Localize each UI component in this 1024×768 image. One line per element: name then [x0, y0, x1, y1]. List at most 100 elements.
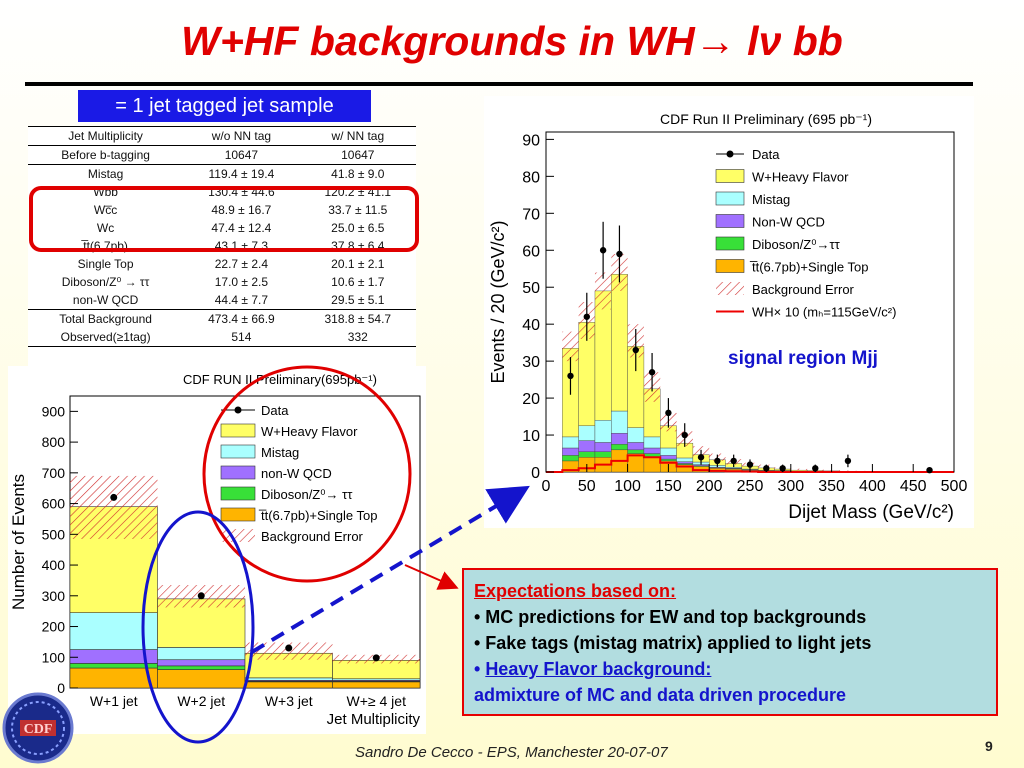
yield-table-panel: Jet Multiplicity w/o NN tag w/ NN tag Befor… — [28, 126, 416, 366]
x-tick-label: 450 — [900, 478, 927, 495]
data-point — [926, 466, 933, 474]
legend-swatch — [715, 169, 745, 183]
y-tick-label: 30 — [522, 354, 540, 371]
y-tick-label: 700 — [42, 465, 66, 481]
expectations-heading: Expectations based on: — [474, 581, 677, 601]
stack-bar-segment — [332, 681, 421, 689]
stack-bar-segment — [69, 667, 158, 689]
legend-label: WH× 10 (mₕ=115GeV/c²) — [752, 305, 896, 320]
x-tick-label: 400 — [859, 478, 886, 495]
data-point — [779, 465, 786, 472]
table-cell: 25.0 ± 6.5 — [331, 221, 385, 235]
table-cell: 119.4 ± 19.4 — [208, 167, 275, 181]
y-tick-label: 300 — [42, 588, 66, 604]
dijet-mass-chart: CDF Run II Preliminary (695 pb⁻¹) 0 10 20 30… — [484, 96, 974, 528]
x-tick-label: 200 — [696, 478, 723, 495]
y-axis-label: Events / 20 (GeV/c²) — [488, 220, 508, 383]
legend-label: W+Heavy Flavor — [261, 424, 358, 439]
table-cell: 29.5 ± 5.1 — [331, 293, 385, 307]
table-row: Single Top 22.7 ± 2.4 20.1 ± 2.1 — [28, 255, 416, 273]
y-tick-label: 10 — [522, 428, 540, 445]
data-point — [567, 372, 574, 380]
table-cell: 22.7 ± 2.4 — [214, 257, 269, 271]
legend-swatch — [715, 259, 745, 273]
data-point — [285, 644, 293, 652]
table-cell: Before b-tagging — [28, 145, 184, 165]
legend-swatch — [221, 529, 255, 542]
x-tick-label: W+3 jet — [265, 693, 313, 709]
table-row: Jet Multiplicity w/o NN tag w/ NN tag — [28, 126, 416, 146]
data-point — [844, 457, 852, 465]
legend-label: Non-W QCD — [752, 215, 825, 230]
table-cell: 473.4 ± 66.9 — [183, 309, 300, 328]
data-point — [648, 369, 656, 376]
expectation-item: • Fake tags (mistag matrix) applied to l… — [474, 633, 872, 653]
x-axis-label: Dijet Mass (GeV/c²) — [788, 502, 954, 523]
data-point — [714, 457, 721, 465]
legend-label: Data — [752, 147, 780, 162]
table-cell: 332 — [299, 328, 416, 347]
table-cell: Jet Multiplicity — [28, 126, 184, 146]
stack-bar-segment — [244, 681, 333, 689]
legend-swatch — [716, 282, 744, 295]
expectations-box: Expectations based on: • MC predictions … — [462, 568, 998, 716]
data-point — [110, 493, 118, 501]
stack-bar-segment — [676, 457, 694, 462]
table-cell: 20.1 ± 2.1 — [331, 257, 385, 271]
background-error-band — [70, 475, 158, 539]
table-cell: w/o NN tag — [183, 126, 300, 146]
slide-title: W+HF backgrounds in WH→ lν bb — [181, 18, 843, 64]
table-row: Before b-tagging 10647 10647 — [28, 145, 416, 165]
stack-bar-segment — [643, 447, 661, 454]
stack-bar-segment — [157, 659, 246, 667]
chart-title: CDF RUN II Preliminary(695pb⁻¹) — [183, 372, 377, 387]
stack-bar-segment — [627, 449, 645, 454]
data-point — [681, 431, 688, 439]
data-point — [665, 409, 672, 417]
cdf-logo-icon: CDF — [2, 692, 74, 764]
title-divider — [25, 82, 973, 86]
signal-region-label: signal region Mjj — [728, 348, 878, 369]
y-tick-label: 40 — [522, 317, 540, 334]
data-point — [197, 592, 205, 600]
table-cell: Total Background — [28, 309, 184, 328]
x-tick-label: 0 — [542, 478, 551, 495]
x-tick-label: 100 — [614, 478, 641, 495]
table-row: non-W QCD 44.4 ± 7.7 29.5 ± 5.1 — [28, 291, 416, 310]
legend-label: t̅t(6.7pb)+Single Top — [750, 260, 869, 275]
stack-bar-segment — [627, 427, 645, 443]
y-tick-label: 0 — [57, 680, 65, 696]
stack-bar-segment — [660, 458, 677, 462]
legend-swatch — [715, 191, 745, 206]
table-cell: 44.4 ± 7.7 — [214, 293, 269, 307]
stack-bar-segment — [611, 274, 628, 412]
x-tick-label: 150 — [655, 478, 682, 495]
y-tick-label: 90 — [522, 132, 540, 149]
data-point — [583, 313, 590, 320]
table-row: Wc 47.4 ± 12.4 25.0 ± 6.5 — [28, 219, 416, 237]
x-tick-label: W+2 jet — [177, 693, 225, 709]
y-tick-label: 800 — [42, 434, 66, 450]
stack-bar-segment — [643, 457, 661, 473]
stack-bar-segment — [594, 290, 612, 421]
heavy-flavor-label: Heavy Flavor background: — [485, 659, 712, 679]
stack-bar-segment — [594, 451, 612, 458]
table-row: Observed(≥1tag) 514 332 — [28, 328, 416, 347]
stack-bar-segment — [676, 461, 694, 464]
stack-bar-segment — [157, 665, 246, 670]
y-axis-label: Number of Events — [9, 474, 28, 610]
x-tick-label: W+≥ 4 jet — [347, 693, 407, 709]
table-cell: 47.4 ± 12.4 — [211, 221, 272, 235]
stack-bar-segment — [157, 647, 246, 661]
table-cell: Single Top — [77, 257, 134, 271]
stack-bar-segment — [244, 677, 333, 681]
y-tick-label: 80 — [522, 169, 540, 186]
stack-bar-segment — [578, 440, 596, 452]
table-cell: w/ NN tag — [299, 126, 416, 146]
legend-swatch — [220, 423, 256, 438]
table-cell: 33.7 ± 11.5 — [328, 203, 388, 217]
yield-table: Jet Multiplicity w/o NN tag w/ NN tag Befor… — [28, 126, 416, 347]
stack-bar-segment — [611, 444, 628, 451]
data-point — [616, 250, 623, 258]
stack-bar-segment — [660, 455, 677, 460]
